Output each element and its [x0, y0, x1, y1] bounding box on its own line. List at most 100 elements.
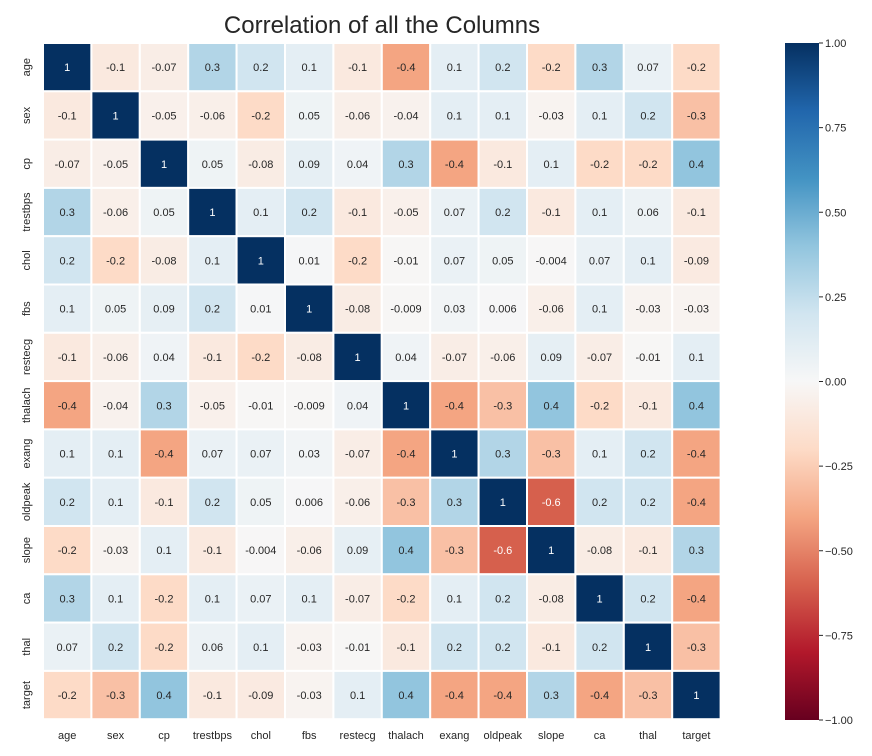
cell-value-label: 0.1 — [302, 62, 317, 74]
cell-value-label: 0.1 — [205, 593, 220, 605]
cell-value-label: 0.04 — [347, 159, 368, 171]
cell-value-label: 0.2 — [640, 110, 655, 122]
cell-value-label: 0.1 — [544, 159, 559, 171]
y-tick-label: fbs — [21, 301, 33, 316]
heatmap-cell — [138, 283, 190, 334]
cell-value-label: -0.06 — [345, 110, 370, 122]
heatmap-cell — [332, 283, 383, 334]
cell-value-label: -0.4 — [687, 593, 706, 605]
y-tick-label: oldpeak — [21, 482, 33, 521]
cell-value-label: 0.05 — [492, 255, 513, 267]
heatmap-cell — [622, 476, 674, 528]
cell-value-label: -0.05 — [200, 400, 225, 412]
heatmap-cell — [138, 138, 190, 189]
heatmap-cell — [429, 186, 480, 238]
heatmap-cell-labels: 1 -0.1 -0.07 0.3 0.2 0.1 -0.1 -0.4 0.1 0.2 -0.2 0.3… — [55, 62, 709, 702]
cell-value-label: 0.2 — [640, 497, 655, 509]
heatmap-cell — [429, 428, 480, 479]
heatmap-cell — [380, 476, 432, 528]
cell-value-label: -0.1 — [542, 207, 561, 219]
cell-value-label: 1 — [258, 255, 264, 267]
heatmap-cell — [42, 380, 93, 431]
heatmap-cell — [477, 525, 529, 576]
cell-value-label: 0.05 — [250, 497, 271, 509]
cell-value-label: 0.07 — [444, 207, 465, 219]
cell-value-label: 0.4 — [689, 400, 704, 412]
cell-value-label: -0.06 — [539, 304, 564, 316]
cell-value-label: -0.01 — [345, 642, 370, 654]
cell-value-label: 0.1 — [592, 207, 607, 219]
cell-value-label: 0.3 — [156, 400, 171, 412]
cell-value-label: 0.04 — [347, 400, 368, 412]
heatmap-cell — [284, 573, 335, 624]
cell-value-label: 0.1 — [156, 545, 171, 557]
heatmap-cell — [332, 90, 383, 141]
cell-value-label: -0.1 — [58, 352, 77, 364]
cell-value-label: 0.09 — [153, 304, 174, 316]
cell-value-label: 0.3 — [447, 497, 462, 509]
cell-value-label: -0.3 — [493, 400, 512, 412]
cell-value-label: 0.03 — [444, 304, 465, 316]
cell-value-label: 0.01 — [298, 255, 319, 267]
cell-value-label: -0.3 — [445, 545, 464, 557]
heatmap-cell — [332, 525, 383, 576]
cell-value-label: 0.2 — [495, 593, 510, 605]
cell-value-label: -0.03 — [103, 545, 128, 557]
cell-value-label: -0.4 — [590, 690, 609, 702]
cell-value-label: 0.07 — [250, 449, 271, 461]
cell-value-label: 0.4 — [544, 400, 559, 412]
colorbar-tick-label: 0.75 — [825, 123, 846, 135]
cell-value-label: -0.3 — [639, 690, 658, 702]
cell-value-label: -0.1 — [58, 110, 77, 122]
heatmap-cell — [671, 428, 722, 479]
cell-value-label: 0.05 — [298, 110, 319, 122]
y-tick-label: chol — [21, 250, 33, 270]
cell-value-label: -0.04 — [103, 400, 128, 412]
cell-value-label: -0.1 — [639, 545, 658, 557]
cell-value-label: -0.4 — [445, 400, 464, 412]
cell-value-label: -0.2 — [590, 400, 609, 412]
cell-value-label: 0.1 — [60, 304, 75, 316]
heatmap-cell — [477, 380, 529, 431]
cell-value-label: 0.3 — [398, 159, 413, 171]
cell-value-label: -0.2 — [106, 255, 125, 267]
heatmap-cell — [187, 186, 238, 238]
colorbar-tick-label: −0.50 — [825, 546, 853, 558]
cell-value-label: 0.06 — [637, 207, 658, 219]
cell-value-label: -0.004 — [536, 255, 567, 267]
heatmap-cell — [429, 90, 480, 141]
cell-value-label: -0.08 — [297, 352, 322, 364]
cell-value-label: -0.3 — [106, 690, 125, 702]
heatmap-cell — [574, 283, 625, 334]
heatmap-cell — [574, 42, 625, 93]
cell-value-label: -0.03 — [297, 690, 322, 702]
cell-value-label: 0.1 — [108, 497, 123, 509]
heatmap-cell — [187, 283, 238, 334]
cell-value-label: -0.6 — [493, 545, 512, 557]
heatmap-cell — [138, 186, 190, 238]
cell-value-label: -0.09 — [684, 255, 709, 267]
heatmap-cell — [138, 428, 190, 479]
cell-value-label: -0.2 — [155, 593, 174, 605]
cell-value-label: 1 — [113, 110, 119, 122]
heatmap-cell — [284, 476, 335, 528]
x-tick-label: restecg — [340, 730, 376, 742]
cell-value-label: -0.08 — [587, 545, 612, 557]
cell-value-label: -0.01 — [393, 255, 418, 267]
heatmap-cell — [622, 621, 674, 672]
heatmap-cell — [429, 525, 480, 576]
x-tick-label: slope — [538, 730, 564, 742]
cell-value-label: -0.06 — [200, 110, 225, 122]
cell-value-label: -0.3 — [397, 497, 416, 509]
cell-value-label: -0.1 — [203, 545, 222, 557]
cell-value-label: 1 — [597, 593, 603, 605]
cell-value-label: 0.1 — [447, 110, 462, 122]
heatmap-cell — [235, 669, 287, 721]
cell-value-label: 0.09 — [298, 159, 319, 171]
cell-value-label: -0.2 — [348, 255, 367, 267]
cell-value-label: -0.009 — [294, 400, 325, 412]
cell-value-label: -0.4 — [58, 400, 77, 412]
cell-value-label: 0.1 — [205, 255, 220, 267]
heatmap-cell — [622, 90, 674, 141]
cell-value-label: 0.05 — [202, 159, 223, 171]
